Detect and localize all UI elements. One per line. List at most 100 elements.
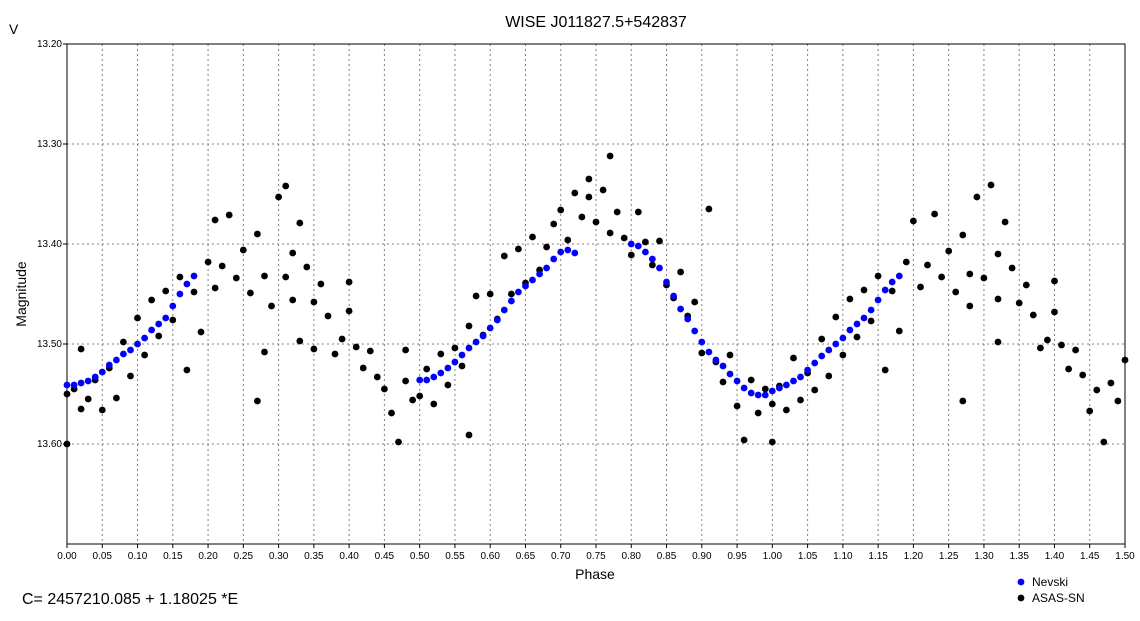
data-point (486, 290, 494, 298)
data-point (705, 348, 713, 356)
data-point (77, 345, 85, 353)
data-point (564, 246, 572, 254)
series-nevski (63, 240, 903, 399)
data-point (860, 286, 868, 294)
data-point (522, 282, 529, 290)
data-point (373, 373, 381, 381)
data-point (261, 272, 268, 280)
data-point (162, 287, 170, 295)
data-point (465, 431, 473, 439)
data-point (613, 208, 621, 216)
data-point (1072, 346, 1079, 354)
y-tick-label: 13.50 (37, 339, 62, 350)
data-point (853, 320, 861, 328)
data-point (642, 248, 649, 256)
data-point (543, 264, 550, 272)
data-point (366, 347, 374, 355)
y-tick-label: 13.30 (37, 139, 62, 150)
x-axis-ticks: 0.00 0.05 0.10 0.15 0.20 0.25 0.30 0.35 0.40 0.45… (57, 544, 1135, 562)
data-point (634, 208, 642, 216)
data-point (247, 289, 254, 297)
data-point (677, 268, 684, 276)
data-point (437, 350, 445, 358)
data-point (698, 338, 706, 346)
data-point (747, 376, 755, 384)
data-point (585, 193, 593, 201)
data-point (966, 270, 974, 278)
x-tick-label: 0.45 (375, 551, 395, 562)
data-point (98, 406, 106, 414)
x-tick-label: 0.75 (586, 551, 606, 562)
data-point (966, 302, 974, 310)
data-point (254, 230, 261, 238)
x-tick-label: 0.40 (339, 551, 359, 562)
x-tick-label: 0.95 (727, 551, 747, 562)
x-tick-label: 1.35 (1009, 551, 1029, 562)
y-tick-label: 13.20 (37, 39, 62, 50)
data-point (684, 315, 692, 323)
data-point (910, 217, 917, 225)
data-point (649, 261, 656, 269)
data-point (987, 181, 995, 189)
data-point (395, 438, 402, 446)
data-point (77, 379, 85, 387)
data-point (536, 270, 543, 278)
data-point (381, 385, 388, 393)
data-point (84, 395, 92, 403)
data-point (289, 296, 297, 304)
data-point (825, 346, 833, 354)
y-axis-label: Magnitude (13, 261, 29, 327)
data-point (627, 240, 635, 248)
data-point (853, 333, 861, 341)
data-point (663, 278, 670, 286)
x-tick-label: 1.30 (974, 551, 994, 562)
data-point (1044, 336, 1051, 344)
data-point (959, 231, 967, 239)
data-point (557, 248, 565, 256)
x-tick-label: 0.65 (516, 551, 536, 562)
data-point (529, 233, 536, 241)
data-point (959, 397, 967, 405)
data-point (529, 276, 536, 284)
data-point (282, 273, 290, 281)
data-point (634, 242, 642, 250)
data-point (620, 234, 628, 242)
data-point (747, 389, 755, 397)
x-tick-label: 1.20 (904, 551, 924, 562)
data-point (183, 366, 191, 374)
data-point (190, 272, 198, 280)
data-point (1114, 397, 1122, 405)
data-point (719, 378, 727, 386)
data-point (839, 351, 847, 359)
data-point (134, 314, 141, 322)
data-point (105, 361, 113, 369)
x-tick-label: 0.70 (551, 551, 571, 562)
x-tick-label: 0.10 (128, 551, 148, 562)
data-point (931, 210, 938, 218)
y-tick-label: 13.40 (37, 239, 62, 250)
data-point (1121, 356, 1129, 364)
data-point (486, 324, 494, 332)
data-point (691, 327, 699, 335)
data-points (63, 152, 1129, 448)
data-point (804, 366, 811, 374)
data-point (874, 296, 882, 304)
data-point (754, 409, 762, 417)
data-point (825, 372, 833, 380)
ephemeris-text: C= 2457210.085 + 1.18025 *E (22, 591, 238, 608)
data-point (169, 316, 177, 324)
data-point (63, 440, 71, 448)
data-point (331, 350, 339, 358)
data-point (705, 205, 713, 213)
data-point (409, 396, 416, 404)
data-point (465, 322, 473, 330)
legend: Nevski ASAS-SN (1017, 575, 1085, 605)
data-point (790, 377, 797, 385)
data-point (973, 193, 981, 201)
data-point (1051, 277, 1058, 285)
x-tick-label: 1.40 (1045, 551, 1065, 562)
data-point (472, 338, 480, 346)
data-point (211, 216, 219, 224)
data-point (500, 252, 508, 260)
legend-label: ASAS-SN (1032, 591, 1085, 605)
